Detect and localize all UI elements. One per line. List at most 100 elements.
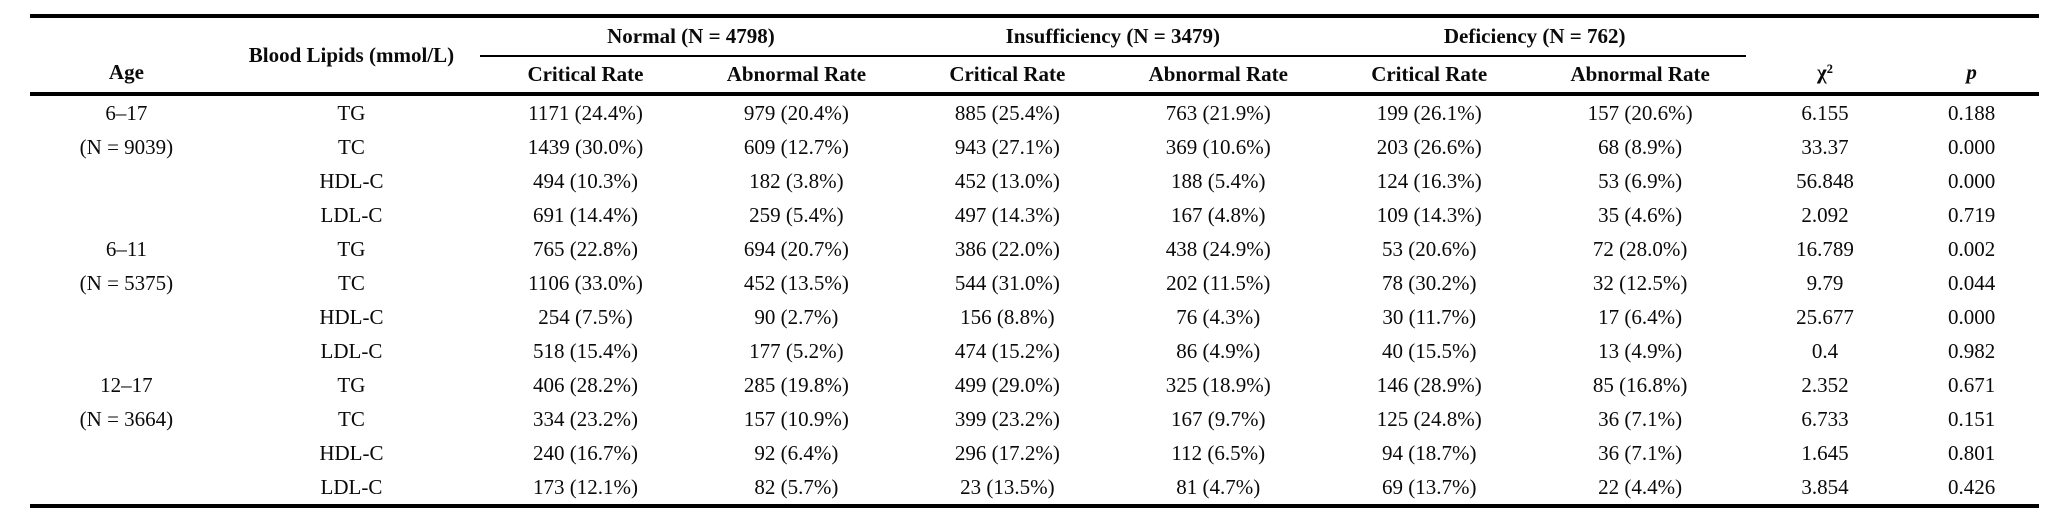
insufficiency-abnormal-rate-cell: 76 (4.3%) [1176, 304, 1261, 329]
insufficiency-abnormal-rate-cell: 86 (4.9%) [1176, 338, 1261, 363]
deficiency-critical-rate-cell: 124 (16.3%) [1376, 168, 1482, 193]
chi-square-cell: 56.848 [1796, 168, 1854, 193]
normal-abnormal-rate-cell: 177 (5.2%) [749, 338, 844, 363]
lipid-cell: LDL-C [320, 202, 383, 227]
p-value-cell: 0.000 [1948, 134, 1996, 159]
deficiency-abnormal-rate-cell: 22 (4.4%) [1598, 474, 1683, 499]
deficiency-abnormal-rate-cell: 53 (6.9%) [1598, 168, 1683, 193]
deficiency-critical-rate-cell: 125 (24.8%) [1376, 406, 1482, 431]
lipid-cell: HDL-C [319, 440, 384, 465]
lipid-cell: TG [337, 100, 366, 125]
normal-critical-rate-cell: 1171 (24.4%) [528, 100, 643, 125]
insufficiency-critical-rate-cell: 885 (25.4%) [954, 100, 1060, 125]
insufficiency-abnormal-rate-cell: 763 (21.9%) [1165, 100, 1271, 125]
deficiency-critical-rate-cell: 146 (28.9%) [1376, 372, 1482, 397]
table-row: HDL-C 240 (16.7%) 92 (6.4%) 296 (17.2%) 112 … [30, 436, 2039, 470]
insufficiency-abnormal-rate-cell: 81 (4.7%) [1176, 474, 1261, 499]
p-value-cell: 0.000 [1948, 168, 1996, 193]
table-row: 6–17 TG 1171 (24.4%) 979 (20.4%) 885 (25.4%)… [30, 94, 2039, 130]
lipid-cell: TG [337, 372, 366, 397]
insufficiency-abnormal-rate-cell: 167 (4.8%) [1171, 202, 1266, 227]
insufficiency-abnormal-rate-cell: 112 (6.5%) [1171, 440, 1266, 465]
insufficiency-critical-rate-cell: 544 (31.0%) [954, 270, 1060, 295]
subheader-normal-critical-rate: Critical Rate [527, 62, 644, 87]
age-cell: (N = 5375) [79, 270, 174, 295]
chi-square-cell: 33.37 [1801, 134, 1849, 159]
deficiency-critical-rate-cell: 30 (11.7%) [1382, 304, 1477, 329]
lipid-cell: TG [337, 236, 366, 261]
col-header-blood-lipids: Blood Lipids (mmol/L) [248, 42, 455, 67]
p-value-cell: 0.151 [1948, 406, 1996, 431]
col-header-p-value: p [1966, 59, 1977, 84]
lipid-cell: TC [338, 270, 365, 295]
insufficiency-critical-rate-cell: 156 (8.8%) [960, 304, 1055, 329]
group-header-normal: Normal (N = 4798) [480, 16, 902, 57]
header-sub-row: Critical Rate Abnormal Rate Critical Rat… [30, 56, 2039, 94]
header-group-row: Age Blood Lipids (mmol/L) Normal (N = 47… [30, 16, 2039, 84]
group-header-insufficiency: Insufficiency (N = 3479) [901, 16, 1324, 57]
normal-abnormal-rate-cell: 259 (5.4%) [749, 202, 844, 227]
table-header: Age Blood Lipids (mmol/L) Normal (N = 47… [30, 16, 2039, 94]
subheader-normal-abnormal-rate: Abnormal Rate [726, 62, 867, 87]
chi-square-cell: 25.677 [1796, 304, 1854, 329]
chi-square-cell: 2.352 [1801, 372, 1849, 397]
subheader-deficiency-abnormal-rate: Abnormal Rate [1570, 62, 1710, 87]
col-header-age: Age [108, 59, 144, 84]
table-row: 6–11 TG 765 (22.8%) 694 (20.7%) 386 (22.0%) 4… [30, 232, 2039, 266]
age-cell [30, 436, 223, 470]
lipid-cell: TC [338, 134, 365, 159]
deficiency-critical-rate-cell: 69 (13.7%) [1381, 474, 1477, 499]
chi-square-cell: 1.645 [1801, 440, 1849, 465]
table-row: LDL-C 518 (15.4%) 177 (5.2%) 474 (15.2%) 86 … [30, 334, 2039, 368]
blood-lipids-table: Age Blood Lipids (mmol/L) Normal (N = 47… [30, 14, 2039, 508]
group-header-deficiency: Deficiency (N = 762) [1323, 16, 1746, 57]
chi-square-cell: 3.854 [1801, 474, 1849, 499]
insufficiency-critical-rate-cell: 23 (13.5%) [960, 474, 1055, 499]
normal-critical-rate-cell: 334 (23.2%) [532, 406, 638, 431]
p-value-cell: 0.188 [1948, 100, 1996, 125]
chi-square-cell: 0.4 [1811, 338, 1839, 363]
normal-abnormal-rate-cell: 92 (6.4%) [754, 440, 839, 465]
insufficiency-critical-rate-cell: 296 (17.2%) [954, 440, 1060, 465]
age-cell [30, 164, 223, 198]
p-value-cell: 0.801 [1948, 440, 1996, 465]
deficiency-abnormal-rate-cell: 36 (7.1%) [1598, 440, 1683, 465]
age-cell: 6–11 [105, 236, 148, 261]
insufficiency-abnormal-rate-cell: 325 (18.9%) [1165, 372, 1271, 397]
table-row: LDL-C 691 (14.4%) 259 (5.4%) 497 (14.3%) 167… [30, 198, 2039, 232]
age-cell: (N = 9039) [79, 134, 174, 159]
insufficiency-abnormal-rate-cell: 369 (10.6%) [1165, 134, 1271, 159]
lipid-cell: TC [338, 406, 365, 431]
insufficiency-critical-rate-cell: 452 (13.0%) [954, 168, 1060, 193]
chi-square-cell: 2.092 [1801, 202, 1849, 227]
subheader-insufficiency-critical-rate: Critical Rate [949, 62, 1066, 87]
insufficiency-abnormal-rate-cell: 438 (24.9%) [1165, 236, 1271, 261]
deficiency-abnormal-rate-cell: 72 (28.0%) [1592, 236, 1688, 261]
chi-square-cell: 6.733 [1801, 406, 1849, 431]
age-cell [30, 334, 223, 368]
deficiency-critical-rate-cell: 109 (14.3%) [1376, 202, 1482, 227]
deficiency-abnormal-rate-cell: 17 (6.4%) [1598, 304, 1683, 329]
insufficiency-abnormal-rate-cell: 188 (5.4%) [1171, 168, 1266, 193]
normal-critical-rate-cell: 406 (28.2%) [532, 372, 638, 397]
insufficiency-critical-rate-cell: 499 (29.0%) [954, 372, 1060, 397]
table-row: (N = 9039) TC 1439 (30.0%) 609 (12.7%) 943 (… [30, 130, 2039, 164]
p-value-cell: 0.982 [1948, 338, 1996, 363]
normal-abnormal-rate-cell: 90 (2.7%) [754, 304, 839, 329]
deficiency-abnormal-rate-cell: 13 (4.9%) [1598, 338, 1683, 363]
lipid-cell: LDL-C [320, 338, 383, 363]
normal-abnormal-rate-cell: 285 (19.8%) [743, 372, 849, 397]
normal-critical-rate-cell: 1106 (33.0%) [528, 270, 643, 295]
normal-abnormal-rate-cell: 157 (10.9%) [743, 406, 849, 431]
normal-critical-rate-cell: 691 (14.4%) [532, 202, 638, 227]
deficiency-abnormal-rate-cell: 68 (8.9%) [1598, 134, 1683, 159]
normal-abnormal-rate-cell: 694 (20.7%) [743, 236, 849, 261]
normal-critical-rate-cell: 173 (12.1%) [532, 474, 638, 499]
insufficiency-abnormal-rate-cell: 202 (11.5%) [1166, 270, 1271, 295]
normal-critical-rate-cell: 494 (10.3%) [532, 168, 638, 193]
deficiency-critical-rate-cell: 78 (30.2%) [1381, 270, 1477, 295]
normal-abnormal-rate-cell: 182 (3.8%) [749, 168, 844, 193]
normal-critical-rate-cell: 1439 (30.0%) [527, 134, 644, 159]
age-cell [30, 300, 223, 334]
p-value-cell: 0.719 [1948, 202, 1996, 227]
